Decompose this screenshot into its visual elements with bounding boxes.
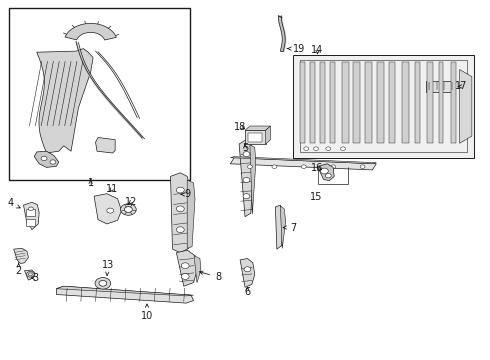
Text: 8: 8 bbox=[199, 271, 221, 282]
Circle shape bbox=[99, 280, 107, 286]
Text: 17: 17 bbox=[455, 81, 468, 91]
Polygon shape bbox=[56, 286, 194, 296]
Circle shape bbox=[176, 227, 184, 233]
Circle shape bbox=[360, 165, 365, 168]
Bar bbox=[402, 62, 409, 143]
Circle shape bbox=[181, 263, 189, 269]
Polygon shape bbox=[239, 140, 254, 217]
Circle shape bbox=[247, 165, 252, 168]
Polygon shape bbox=[240, 258, 255, 287]
Circle shape bbox=[28, 207, 33, 211]
Circle shape bbox=[331, 165, 336, 168]
Polygon shape bbox=[65, 23, 117, 40]
Polygon shape bbox=[275, 205, 283, 249]
Polygon shape bbox=[318, 164, 334, 181]
Circle shape bbox=[304, 147, 309, 150]
Text: 18: 18 bbox=[234, 122, 246, 132]
Text: 11: 11 bbox=[106, 184, 118, 194]
Text: 5: 5 bbox=[242, 143, 248, 153]
Bar bbox=[365, 62, 372, 143]
Text: 9: 9 bbox=[181, 189, 190, 199]
Text: 12: 12 bbox=[125, 197, 138, 207]
Bar bbox=[342, 62, 349, 143]
Polygon shape bbox=[293, 55, 474, 158]
Circle shape bbox=[121, 204, 136, 215]
Circle shape bbox=[176, 187, 184, 193]
Circle shape bbox=[181, 274, 189, 279]
Bar bbox=[330, 62, 335, 143]
Circle shape bbox=[341, 147, 345, 150]
Bar bbox=[389, 62, 395, 143]
Polygon shape bbox=[460, 69, 472, 143]
Circle shape bbox=[124, 207, 132, 212]
Polygon shape bbox=[94, 194, 122, 224]
Circle shape bbox=[176, 206, 184, 212]
Bar bbox=[415, 62, 420, 143]
Text: 2: 2 bbox=[16, 263, 22, 276]
Text: 19: 19 bbox=[287, 44, 305, 54]
Circle shape bbox=[26, 271, 34, 277]
Circle shape bbox=[28, 273, 32, 276]
Polygon shape bbox=[37, 49, 93, 153]
Bar bbox=[320, 62, 325, 143]
Circle shape bbox=[50, 160, 56, 164]
Circle shape bbox=[41, 156, 47, 161]
Polygon shape bbox=[187, 180, 195, 248]
Bar bbox=[451, 62, 456, 143]
Polygon shape bbox=[230, 157, 376, 164]
Bar bbox=[300, 62, 305, 143]
Polygon shape bbox=[194, 256, 201, 283]
Text: 14: 14 bbox=[312, 45, 323, 55]
Polygon shape bbox=[171, 173, 191, 253]
Bar bbox=[427, 62, 433, 143]
Circle shape bbox=[326, 147, 331, 150]
Circle shape bbox=[243, 152, 250, 157]
Polygon shape bbox=[176, 250, 197, 286]
Bar bbox=[9, 8, 190, 180]
Circle shape bbox=[272, 165, 277, 168]
Text: 7: 7 bbox=[283, 222, 296, 233]
Circle shape bbox=[244, 267, 251, 272]
Text: 3: 3 bbox=[31, 273, 38, 283]
Polygon shape bbox=[266, 126, 270, 144]
Bar bbox=[245, 130, 266, 144]
Polygon shape bbox=[230, 158, 376, 170]
Circle shape bbox=[301, 165, 306, 168]
Bar bbox=[377, 62, 384, 143]
Polygon shape bbox=[280, 206, 286, 248]
Text: 15: 15 bbox=[310, 192, 322, 202]
Bar bbox=[26, 219, 35, 226]
Circle shape bbox=[95, 278, 111, 289]
Text: 13: 13 bbox=[102, 260, 114, 275]
Bar bbox=[353, 62, 360, 143]
Polygon shape bbox=[14, 248, 28, 264]
Polygon shape bbox=[34, 151, 59, 167]
Bar bbox=[248, 133, 262, 142]
Circle shape bbox=[314, 147, 318, 150]
Bar bbox=[426, 81, 455, 92]
Text: 10: 10 bbox=[141, 304, 153, 321]
Circle shape bbox=[243, 177, 250, 183]
Circle shape bbox=[325, 174, 331, 178]
Polygon shape bbox=[24, 270, 35, 280]
Bar bbox=[26, 209, 35, 216]
Bar bbox=[439, 62, 443, 143]
Polygon shape bbox=[56, 286, 194, 303]
Polygon shape bbox=[245, 126, 270, 130]
Polygon shape bbox=[250, 145, 256, 214]
Polygon shape bbox=[24, 202, 39, 230]
Text: 16: 16 bbox=[312, 163, 323, 174]
Circle shape bbox=[107, 208, 114, 213]
Text: 1: 1 bbox=[88, 178, 94, 188]
Bar bbox=[310, 62, 315, 143]
Polygon shape bbox=[96, 138, 115, 153]
Text: 6: 6 bbox=[245, 287, 250, 297]
Circle shape bbox=[320, 168, 328, 174]
Text: 4: 4 bbox=[8, 198, 20, 208]
Circle shape bbox=[243, 194, 250, 199]
